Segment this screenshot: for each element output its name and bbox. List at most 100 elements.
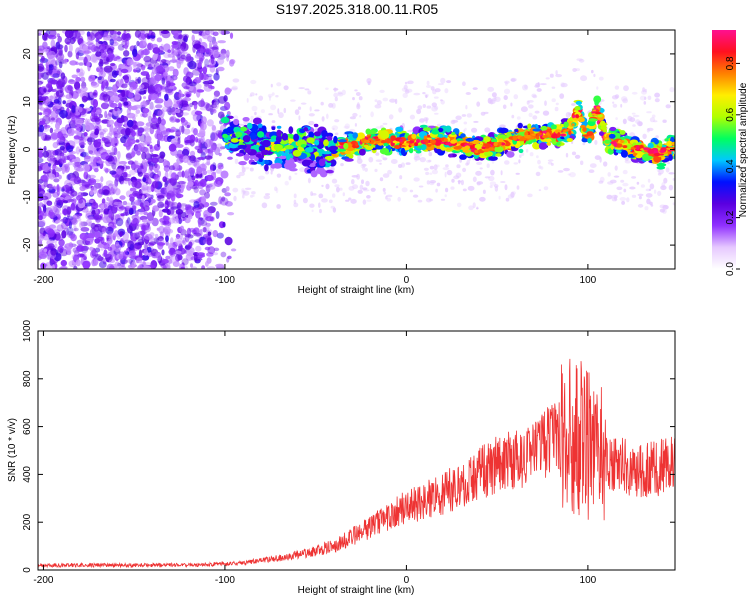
spectrogram-cell — [129, 169, 136, 176]
spectrogram-cell — [142, 96, 147, 100]
spectrogram-cell — [455, 115, 462, 121]
spectrogram-cell — [175, 254, 181, 262]
spectrogram-cell — [129, 187, 137, 192]
spectrogram-cell — [172, 216, 180, 224]
spectrogram-cell — [175, 240, 183, 246]
spectrogram-cell — [574, 106, 581, 111]
spectrogram-cell — [549, 73, 554, 78]
spectrogram-cell — [141, 151, 147, 160]
spectrogram-cell — [277, 108, 280, 115]
spectrogram-cell — [99, 30, 103, 37]
spectrogram-hotspot — [595, 111, 602, 115]
spectrogram-cell — [154, 74, 162, 82]
spectrogram-cell — [96, 160, 105, 164]
spectrogram-cell — [52, 204, 61, 214]
spectrogram-cell — [429, 165, 435, 170]
spectrogram-cell — [382, 157, 388, 161]
spectrogram-cell — [89, 246, 94, 251]
spectrogram-cell — [217, 111, 225, 119]
spectrogram-cell — [519, 154, 522, 158]
spectrogram-cell — [321, 130, 328, 138]
spectrogram-cell — [194, 53, 203, 59]
spectrogram-cell — [476, 181, 484, 185]
spectrogram-cell — [134, 160, 139, 165]
spectrogram-cell — [644, 206, 649, 211]
spectrogram-cell — [325, 169, 334, 174]
spectrogram-cell — [139, 215, 148, 221]
spectrogram-cell — [456, 164, 461, 169]
spectrogram-cell — [192, 157, 201, 163]
spectrogram-cell — [205, 261, 209, 267]
spectrogram-hotspot — [481, 146, 486, 150]
spectrogram-cell — [468, 158, 471, 161]
y-tick-label: 600 — [22, 418, 33, 435]
spectrogram-cell — [200, 48, 204, 53]
spectrogram-cell — [124, 42, 128, 50]
spectrogram-cell — [313, 123, 319, 128]
spectrogram-cell — [314, 139, 320, 146]
spectrogram-cell — [445, 164, 449, 168]
spectrogram-cell — [356, 102, 360, 108]
spectrogram-cell — [647, 178, 651, 183]
spectrogram-cell — [250, 115, 254, 121]
spectrogram-cell — [86, 41, 94, 46]
spectrogram-cell — [40, 120, 46, 125]
spectrogram-cell — [325, 87, 329, 90]
spectrogram-cell — [609, 179, 617, 184]
spectrogram-cell — [174, 58, 184, 64]
spectrogram-cell — [151, 157, 159, 164]
spectrogram-cell — [136, 130, 141, 137]
spectrogram-cell — [539, 83, 547, 86]
spectrogram-cell — [212, 41, 218, 46]
spectrogram-cell — [289, 168, 298, 172]
spectrogram-cell — [417, 199, 423, 203]
y-tick-label: 0 — [22, 567, 33, 573]
spectrogram-cell — [250, 194, 254, 198]
spectrogram-cell — [109, 170, 117, 175]
spectrogram-cell — [204, 192, 210, 199]
spectrogram-cell — [40, 55, 45, 62]
spectrogram-cell — [640, 184, 646, 188]
spectrogram-cell — [198, 141, 202, 151]
spectrogram-cell — [143, 186, 151, 191]
spectrogram-cell — [225, 88, 233, 93]
spectrogram-cell — [513, 162, 519, 165]
spectrogram-cell — [413, 177, 420, 182]
spectrogram-cell — [623, 188, 627, 193]
spectrogram-cell — [189, 155, 197, 164]
spectrogram-cell — [59, 157, 66, 164]
spectrogram-cell — [639, 95, 647, 101]
spectrogram-cell — [619, 130, 626, 135]
spectrogram-cell — [66, 206, 72, 215]
spectrogram-cell — [137, 265, 143, 269]
spectrogram-cell — [428, 151, 433, 157]
spectrogram-cell — [157, 201, 165, 209]
spectrogram-cell — [200, 135, 205, 144]
spectrogram-cell — [540, 166, 544, 170]
spectrogram-cell — [435, 148, 442, 154]
spectrogram-cell — [302, 197, 308, 204]
spectrogram-cell — [665, 205, 668, 209]
spectrogram-cell — [238, 161, 247, 166]
spectrogram-cell — [116, 168, 123, 175]
spectrogram-cell — [102, 128, 108, 133]
spectrogram-cell — [536, 88, 542, 92]
spectrogram-cell — [103, 31, 109, 38]
spectrogram-cell — [528, 112, 533, 118]
spectrogram-cell — [337, 139, 347, 143]
spectrogram-cell — [476, 207, 479, 210]
spectrogram-cell — [63, 200, 68, 204]
spectrogram-cell — [125, 153, 133, 160]
spectrogram-cell — [125, 222, 129, 229]
spectrogram-cell — [79, 67, 84, 77]
spectrogram-cell — [260, 109, 265, 114]
spectrogram-cell — [132, 205, 137, 211]
spectrogram-cell — [47, 61, 51, 65]
spectrogram-cell — [520, 106, 528, 113]
spectrogram-cell — [623, 85, 629, 92]
spectrogram-cell — [191, 30, 201, 34]
spectrogram-cell — [42, 204, 47, 213]
spectrogram-cell — [513, 94, 519, 100]
spectrogram-cell — [141, 254, 150, 261]
spectrogram-cell — [398, 164, 403, 168]
